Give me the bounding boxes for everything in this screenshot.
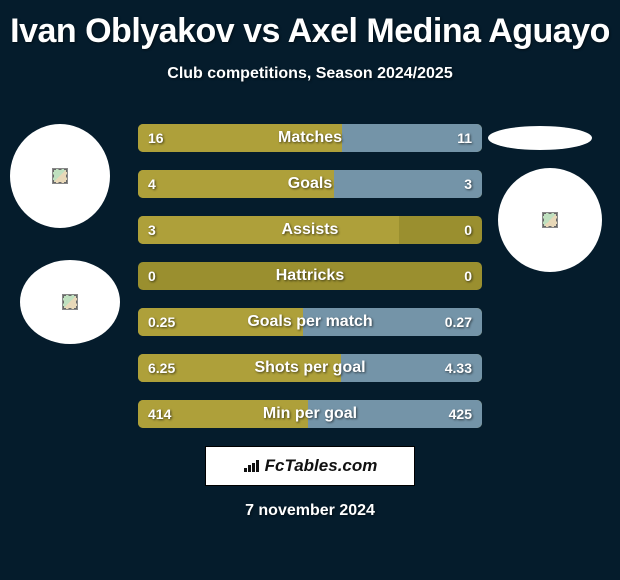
stat-label: Goals per match [138,308,482,336]
stats-container: 1611Matches 43Goals 30Assists 00Hattricks 0.… [138,124,482,446]
stat-bar: 0.250.27Goals per match [138,308,482,336]
stat-label: Shots per goal [138,354,482,382]
footer-date: 7 november 2024 [0,502,620,520]
stat-bar: 30Assists [138,216,482,244]
stat-bar: 414425Min per goal [138,400,482,428]
page-title: Ivan Oblyakov vs Axel Medina Aguayo [0,0,620,51]
player-right-avatar [498,168,602,272]
stat-label: Min per goal [138,400,482,428]
stat-bar: 43Goals [138,170,482,198]
image-icon [52,168,68,184]
image-icon [62,294,78,310]
stat-label: Matches [138,124,482,152]
stat-label: Goals [138,170,482,198]
player-right-oval [488,126,592,150]
chart-icon [243,459,261,473]
page-subtitle: Club competitions, Season 2024/2025 [0,65,620,83]
stat-bar: 6.254.33Shots per goal [138,354,482,382]
brand-badge[interactable]: FcTables.com [205,446,415,486]
stat-label: Assists [138,216,482,244]
brand-text: FcTables.com [265,456,378,476]
player-left-club-badge [20,260,120,344]
player-left-avatar [10,124,110,228]
image-icon [542,212,558,228]
stat-bar: 1611Matches [138,124,482,152]
stat-label: Hattricks [138,262,482,290]
stat-bar: 00Hattricks [138,262,482,290]
